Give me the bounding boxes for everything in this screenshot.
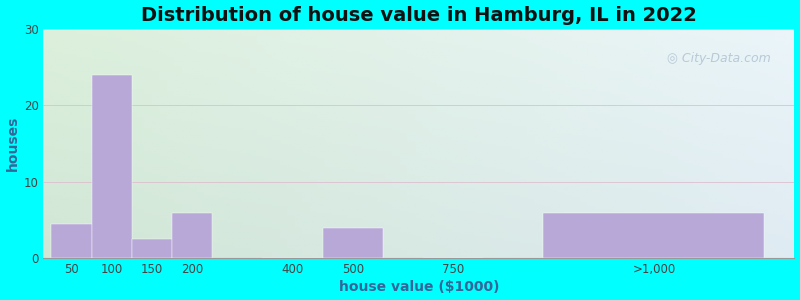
Y-axis label: houses: houses: [6, 116, 19, 171]
Bar: [322, 228, 383, 258]
Bar: [543, 212, 764, 258]
Bar: [92, 75, 132, 258]
Title: Distribution of house value in Hamburg, IL in 2022: Distribution of house value in Hamburg, …: [141, 6, 697, 25]
Bar: [172, 212, 212, 258]
Text: ◎ City-Data.com: ◎ City-Data.com: [666, 52, 770, 65]
Bar: [132, 239, 172, 258]
X-axis label: house value ($1000): house value ($1000): [338, 280, 499, 294]
Bar: [51, 224, 92, 258]
